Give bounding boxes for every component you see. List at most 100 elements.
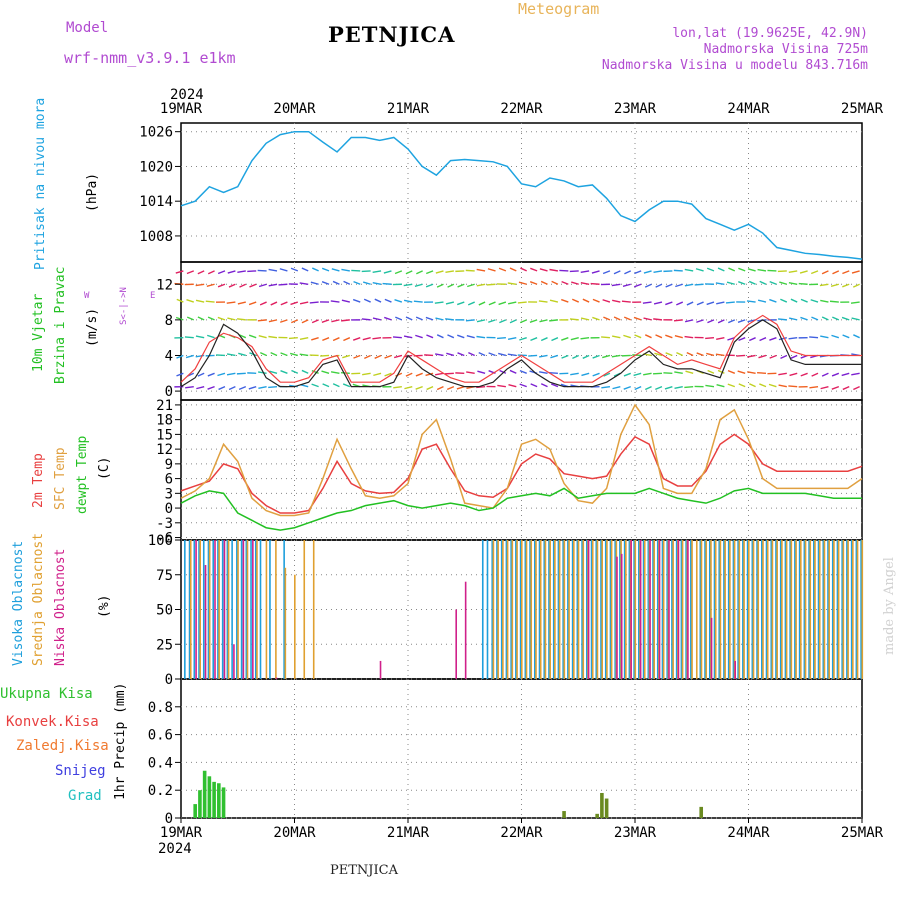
wind-arrow (851, 372, 860, 376)
wind-arrow (519, 369, 527, 374)
wind-arrow (467, 301, 475, 306)
x-tick-label-top: 22MAR (500, 101, 543, 117)
wind-arrow (415, 334, 423, 339)
wind-arrow (394, 270, 403, 275)
wind-arrow (748, 280, 756, 285)
wind-arrow (404, 385, 413, 390)
wind-arrow (321, 370, 330, 374)
wind-arrow (207, 385, 215, 390)
wind-arrow (322, 383, 330, 388)
wind-arrow (601, 336, 610, 339)
precip-bar (212, 781, 216, 818)
wind-arrow (384, 354, 392, 359)
wind-arrow (488, 352, 496, 357)
wind-arrow (476, 385, 486, 389)
wind-arrow (634, 270, 642, 275)
wind-arrow (569, 318, 579, 321)
page-title: PETNJICA (328, 22, 456, 47)
wind-arrow (851, 317, 860, 321)
wind-arrow (832, 316, 840, 321)
wind-arrow (686, 352, 694, 357)
wind-arrow (757, 268, 767, 272)
wind-arrow (362, 281, 371, 285)
wind-arrow (779, 281, 788, 285)
wind-arrow (476, 268, 486, 272)
wind-arrow (778, 372, 787, 376)
wind-arrow (664, 385, 673, 390)
wind-arrow (268, 283, 278, 287)
wind-arrow (195, 299, 205, 303)
wind-arrow (549, 319, 558, 322)
precip-bar (193, 804, 197, 818)
wind-arrow (777, 270, 787, 273)
wind-arrow (551, 337, 559, 342)
temp-2m-line (180, 433, 863, 514)
wind-arrow (176, 354, 184, 359)
wind-arrow (384, 298, 392, 303)
wind-arrow (757, 299, 767, 303)
wind-arrow (436, 334, 444, 339)
wind-arrow (696, 301, 704, 306)
wind-arrow (706, 301, 715, 306)
wind-arrow (436, 283, 444, 288)
wind-axis-label-1: 10m Vjetar (31, 294, 46, 372)
wind-arrow (301, 267, 309, 272)
wind-arrow (841, 372, 850, 377)
panel-grids (181, 123, 862, 819)
y-tick-label: 75 (156, 568, 173, 584)
wind-arrow (445, 301, 455, 305)
precip-bar (604, 798, 609, 818)
y-tick-label: 0 (165, 501, 173, 517)
wind-arrow (728, 267, 736, 272)
precip-unit: 1hr Precip (mm) (113, 683, 128, 800)
y-tick-label: 12 (156, 277, 173, 293)
wind-arrow (237, 270, 246, 274)
wind-arrow (738, 337, 746, 342)
wind-arrow (519, 383, 527, 388)
wind-axis-label-2: Brzina i Pravac (53, 267, 68, 384)
wind-arrow (694, 283, 704, 286)
wind-arrow (757, 372, 767, 374)
wind-arrow (352, 298, 361, 303)
wind-arrow (684, 319, 694, 323)
wind-arrow (540, 383, 548, 388)
wind-arrow (205, 300, 215, 303)
wind-compass-w: W (84, 291, 90, 301)
wind-arrow (270, 301, 278, 306)
precip-legend-frozen: Zaledj.Kisa (16, 738, 109, 754)
wind-arrow (676, 351, 684, 357)
wind-arrow (696, 319, 704, 323)
wind-arrow (425, 283, 434, 288)
wind-arrow (539, 371, 548, 374)
wind-arrow (582, 298, 590, 303)
model-name: wrf-nmm_v3.9.1 e1km (64, 49, 236, 67)
wind-arrow (343, 337, 351, 342)
x-tick-label-top: 19MAR (160, 101, 203, 117)
wind-arrow (517, 301, 527, 304)
wind-arrow (590, 282, 600, 285)
wind-arrow (258, 385, 267, 389)
wind-arrow (746, 300, 756, 303)
wind-arrow (569, 270, 579, 273)
wind-arrow (778, 336, 787, 341)
y-tick-label: 0.6 (148, 728, 173, 744)
wind-arrow (715, 282, 725, 285)
wind-arrow (769, 280, 777, 285)
wind-arrow (207, 334, 215, 339)
wind-arrow (238, 385, 247, 390)
wind-arrow (675, 283, 683, 288)
wind-arrow (207, 270, 215, 275)
wind-arrow (695, 268, 704, 272)
wind-arrow (301, 319, 309, 324)
wind-arrow (343, 280, 351, 285)
wind-arrow (551, 280, 559, 285)
wind-arrow (248, 385, 257, 390)
wind-arrow (820, 385, 829, 390)
wind-arrow (530, 337, 538, 342)
wind-arrow (705, 384, 715, 388)
wind-arrow (249, 352, 257, 357)
wind-arrow (842, 270, 850, 275)
precip-labels: Ukupna Kisa Konvek.Kisa Zaledj.Kisa Snij… (0, 683, 128, 804)
wind-arrow (364, 354, 371, 359)
